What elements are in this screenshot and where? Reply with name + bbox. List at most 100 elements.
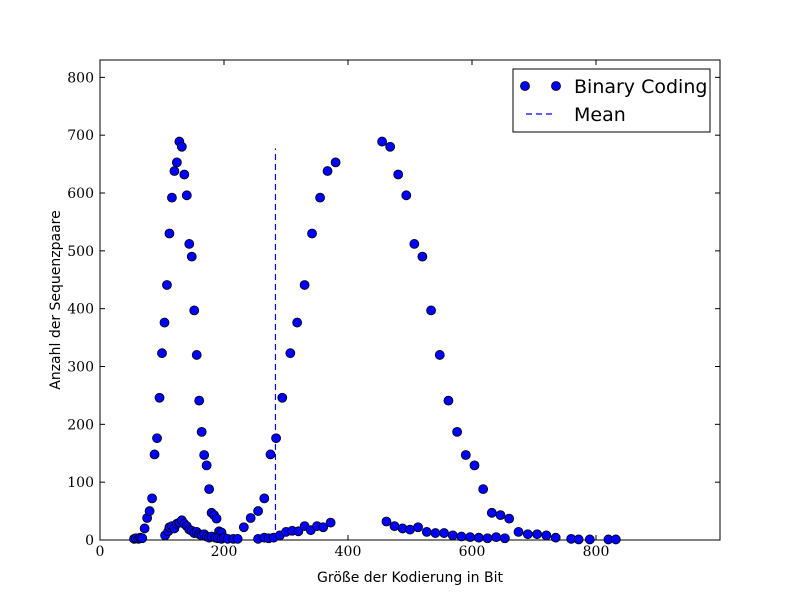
- y-tick-label: 100: [67, 475, 94, 491]
- y-axis: 0 100 200 300 400 500 600 700 800: [67, 70, 720, 549]
- data-point: [447, 530, 458, 541]
- data-point: [322, 166, 333, 176]
- data-point: [144, 506, 155, 516]
- data-point: [452, 426, 463, 437]
- legend-label-mean: Mean: [574, 104, 626, 126]
- data-point: [434, 350, 445, 360]
- data-point: [522, 529, 533, 540]
- data-point: [482, 533, 493, 544]
- data-point: [179, 169, 190, 180]
- data-point: [478, 484, 489, 495]
- x-axis-label: Größe der Kodierung in Bit: [317, 570, 503, 586]
- data-point: [253, 506, 264, 516]
- data-point: [499, 533, 510, 544]
- data-point: [199, 450, 210, 460]
- data-point: [456, 531, 467, 542]
- data-point: [238, 522, 249, 533]
- data-point: [325, 517, 336, 528]
- data-point: [409, 239, 420, 249]
- data-point: [473, 532, 484, 543]
- data-point: [469, 460, 480, 471]
- data-point: [277, 392, 288, 403]
- y-tick-label: 700: [67, 128, 94, 144]
- x-tick-label: 800: [583, 544, 610, 560]
- legend-box: [512, 68, 711, 133]
- legend-label-binary-coding: Binary Coding: [574, 76, 707, 98]
- data-point: [430, 528, 441, 538]
- data-point: [293, 526, 304, 537]
- data-point: [232, 533, 243, 544]
- data-point: [186, 251, 197, 262]
- data-point: [486, 507, 497, 518]
- data-point: [162, 280, 172, 290]
- legend-marker-binary-coding: [520, 81, 530, 91]
- data-point: [550, 532, 561, 543]
- data-point: [417, 251, 428, 262]
- data-point: [271, 433, 281, 444]
- data-point: [513, 527, 524, 537]
- data-point: [299, 280, 310, 290]
- data-point: [139, 523, 150, 534]
- data-point: [573, 534, 584, 545]
- data-point: [495, 510, 506, 521]
- legend: Binary Coding Mean: [512, 68, 711, 133]
- legend-marker-binary-coding: [551, 81, 561, 91]
- y-tick-label: 600: [67, 186, 94, 202]
- data-point: [315, 192, 326, 203]
- x-tick-label: 200: [211, 544, 238, 560]
- data-point: [377, 136, 388, 147]
- data-point: [149, 449, 160, 460]
- data-point: [164, 228, 175, 239]
- data-points: [129, 136, 621, 545]
- data-point: [169, 166, 180, 176]
- data-point: [426, 305, 436, 316]
- data-point: [285, 348, 296, 359]
- data-point: [211, 513, 222, 524]
- data-point: [171, 157, 182, 168]
- data-point: [401, 190, 412, 201]
- data-point: [439, 528, 450, 538]
- data-point: [465, 532, 476, 543]
- x-tick-label: 400: [335, 544, 362, 560]
- data-point: [196, 426, 207, 437]
- y-tick-label: 800: [67, 70, 94, 86]
- data-point: [189, 305, 200, 316]
- x-axis: 0 200 400 600 800: [96, 60, 610, 560]
- data-point: [541, 530, 552, 541]
- data-point: [194, 395, 205, 406]
- data-point: [393, 169, 404, 180]
- data-point: [167, 192, 177, 203]
- data-point: [307, 228, 317, 239]
- data-point: [318, 522, 329, 533]
- y-tick-label: 300: [67, 360, 94, 376]
- data-point: [381, 516, 392, 527]
- data-point: [259, 493, 270, 504]
- data-point: [181, 190, 192, 201]
- data-point: [385, 141, 396, 152]
- data-point: [421, 527, 432, 537]
- data-point: [491, 532, 502, 543]
- data-point: [389, 521, 400, 532]
- y-tick-label: 0: [85, 533, 94, 549]
- data-point: [265, 449, 276, 460]
- plot-frame: [99, 59, 721, 541]
- data-point: [443, 395, 454, 406]
- y-tick-label: 400: [67, 302, 94, 318]
- data-point: [159, 317, 170, 328]
- x-tick-label: 600: [459, 544, 486, 560]
- data-point: [610, 534, 621, 545]
- data-point: [413, 522, 423, 533]
- data-point: [245, 513, 256, 523]
- data-point: [191, 350, 202, 360]
- data-point: [330, 157, 341, 168]
- data-point: [460, 450, 471, 460]
- data-point: [584, 534, 595, 545]
- data-point: [292, 317, 303, 328]
- data-point: [184, 239, 195, 249]
- data-point: [176, 141, 187, 152]
- data-point: [532, 529, 542, 540]
- data-point: [201, 460, 212, 471]
- data-point: [152, 433, 162, 444]
- x-tick-label: 0: [96, 544, 105, 560]
